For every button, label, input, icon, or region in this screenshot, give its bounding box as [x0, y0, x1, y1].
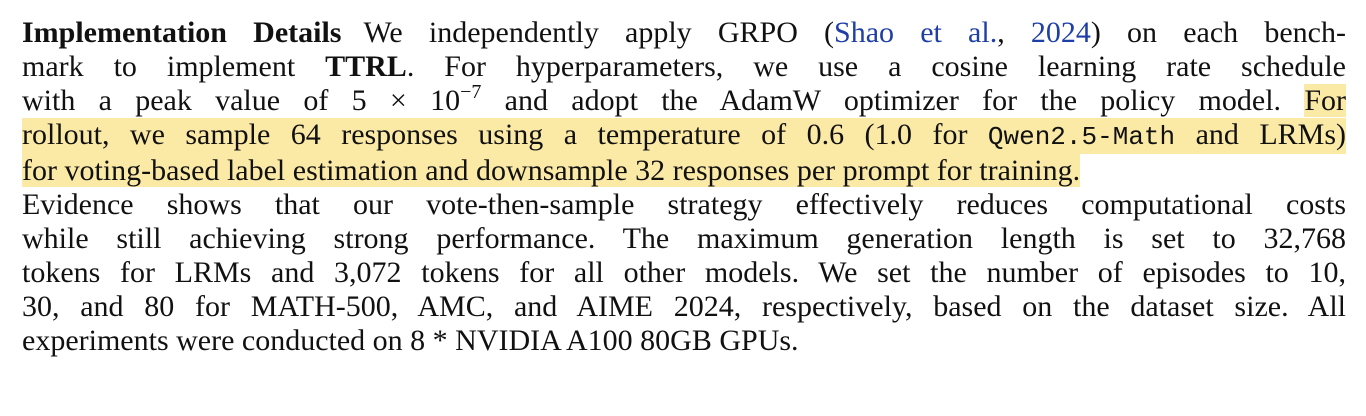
exponent: −7	[460, 81, 482, 103]
method-name: TTRL	[325, 50, 407, 83]
citation-year-link[interactable]: 2024	[1030, 16, 1091, 49]
text-run: . For hyperparameters, we use a cosine l…	[406, 50, 1346, 83]
highlighted-text: for voting-based label estimation and do…	[22, 154, 1081, 187]
citation-author-link[interactable]: Shao et al.	[834, 16, 998, 49]
line-8: tokens for LRMs and 3,072 tokens for all…	[22, 256, 1346, 289]
section-heading: Implementation Details	[22, 16, 342, 49]
line-4-highlighted: rollout, we sample 64 responses using a …	[22, 118, 1346, 154]
line-3: with a peak value of 5 × 10−7 and adopt …	[22, 81, 1347, 118]
text-run: We independently apply GRPO (	[363, 16, 835, 49]
text-run: and LRMs)	[1175, 118, 1346, 151]
line-9: 30, and 80 for MATH-500, AMC, and AIME 2…	[22, 290, 1346, 323]
text-run: and adopt the AdamW optimizer for the po…	[481, 84, 1305, 117]
highlighted-text: For	[1304, 84, 1347, 117]
text-run: with a peak value of 5 × 10	[22, 84, 461, 117]
line-6: Evidence shows that our vote-then-sample…	[22, 188, 1346, 221]
line-2: mark to implement TTRL. For hyperparamet…	[22, 50, 1346, 84]
line-1: Implementation Details We independently a…	[22, 16, 1346, 50]
text-run: ,	[997, 16, 1031, 49]
line-5-highlighted: for voting-based label estimation and do…	[22, 154, 1346, 188]
line-7: while still achieving strong performance…	[22, 222, 1346, 255]
line-10: experiments were conducted on 8 * NVIDIA…	[22, 324, 799, 357]
text-run: rollout, we sample 64 responses using a …	[22, 118, 988, 151]
text-run: mark to implement	[22, 50, 326, 83]
code-model-name: Qwen2.5-Math	[987, 122, 1176, 152]
text-run: ) on each bench-	[1090, 16, 1346, 49]
